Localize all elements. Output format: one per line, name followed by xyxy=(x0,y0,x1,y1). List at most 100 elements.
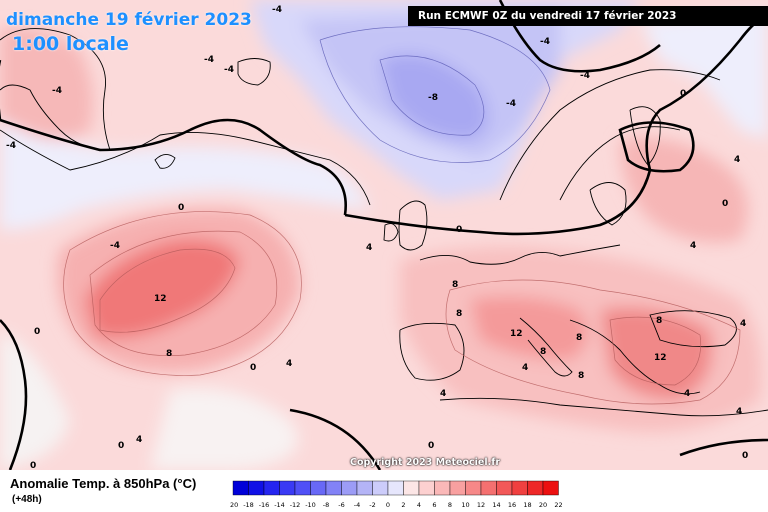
model-run-label: Run ECMWF 0Z du vendredi 17 février 2023 xyxy=(408,6,768,26)
contour-label: -4 xyxy=(272,5,282,15)
contour-label: 8 xyxy=(656,316,662,326)
contour-label: 12 xyxy=(154,294,167,304)
scale-tick-label: 2 xyxy=(401,501,405,509)
scale-swatch xyxy=(372,480,389,496)
contour-label: 4 xyxy=(684,389,690,399)
zero-isoline xyxy=(289,408,382,470)
contour-label: 0 xyxy=(722,199,728,209)
scale-swatch xyxy=(248,480,265,496)
scale-tick-label: -16 xyxy=(259,501,270,509)
scale-tick-label: 14 xyxy=(492,501,500,509)
gulf-bothnia-coast xyxy=(629,106,661,166)
zero-isolines xyxy=(0,0,768,470)
scale-swatch xyxy=(496,480,513,496)
scale-tick-label: 22 xyxy=(554,501,562,509)
contour-label: 0 xyxy=(456,225,462,235)
contour-label: -4 xyxy=(506,99,516,109)
neutral-zone xyxy=(0,330,70,470)
cold-anomaly-core xyxy=(380,54,488,140)
contour-label: -8 xyxy=(428,93,438,103)
copyright-notice: Copyright 2023 Meteociel.fr xyxy=(350,457,501,468)
contour-label: 4 xyxy=(522,363,528,373)
balkan-coast xyxy=(569,319,701,395)
color-scale: -20-18-16-14-12-10-8-6-4-202468101214161… xyxy=(230,480,563,509)
contour-label: 0 xyxy=(34,327,40,337)
zero-isoline xyxy=(618,121,695,173)
scale-swatch xyxy=(310,480,327,496)
italy-coast xyxy=(519,317,573,377)
zero-isoline xyxy=(679,438,768,457)
contour-label: 0 xyxy=(680,89,686,99)
forecast-step: (+48h) xyxy=(12,494,42,505)
contour-label: -4 xyxy=(224,65,234,75)
scale-tick-label: -14 xyxy=(274,501,285,509)
contour-label: -4 xyxy=(204,55,214,65)
zero-isoline xyxy=(498,0,661,73)
scale-swatch xyxy=(418,480,435,496)
forecast-local-time: 1:00 locale xyxy=(12,33,129,55)
warm-anomaly-zone xyxy=(0,27,94,140)
scale-swatch xyxy=(403,480,420,496)
scale-tick-label: -2 xyxy=(369,501,375,509)
scale-tick-label: -10 xyxy=(305,501,316,509)
isoline-minus-4 xyxy=(319,26,551,163)
scale-tick-label: -20 xyxy=(230,501,238,509)
iberia-coast xyxy=(399,322,465,381)
scale-swatch xyxy=(480,480,497,496)
contour-label: 0 xyxy=(742,451,748,461)
contour-label: 8 xyxy=(166,349,172,359)
scale-tick-label: 6 xyxy=(432,501,436,509)
scale-tick-label: 10 xyxy=(461,501,469,509)
scale-swatch xyxy=(387,480,404,496)
zero-isoline xyxy=(0,319,28,470)
scandinavia-coast xyxy=(499,69,721,201)
warm-anomaly-zone xyxy=(620,138,748,243)
scale-tick-label: 16 xyxy=(508,501,516,509)
scale-swatch xyxy=(527,480,544,496)
scale-tick-label: -8 xyxy=(323,501,329,509)
cool-anomaly-zone xyxy=(0,110,370,230)
contour-label: -4 xyxy=(52,86,62,96)
zero-isoline xyxy=(0,118,347,216)
contour-label: -4 xyxy=(540,37,550,47)
scale-swatch xyxy=(356,480,373,496)
contour-label: 4 xyxy=(440,389,446,399)
contour-label: 12 xyxy=(654,353,667,363)
scale-swatch xyxy=(263,480,280,496)
scale-tick-label: -12 xyxy=(290,501,301,509)
newfoundland-coast xyxy=(154,154,176,169)
scale-tick-label: 0 xyxy=(386,501,390,509)
isolines-cold xyxy=(319,26,551,163)
contour-label: 4 xyxy=(690,241,696,251)
isoline-minus-8 xyxy=(379,55,485,136)
contour-label: 0 xyxy=(428,441,434,451)
forecast-date: dimanche 19 février 2023 xyxy=(6,10,252,30)
contour-label: 8 xyxy=(456,309,462,319)
contour-label: 0 xyxy=(178,203,184,213)
scale-swatch xyxy=(449,480,466,496)
contour-label: 8 xyxy=(452,280,458,290)
isoline-8-europe xyxy=(445,279,741,405)
scale-swatch xyxy=(232,480,249,496)
contour-label: 8 xyxy=(578,371,584,381)
scale-tick-label: 20 xyxy=(539,501,547,509)
north-africa-coast xyxy=(439,397,768,417)
scale-tick-label: 4 xyxy=(417,501,421,509)
coastlines xyxy=(0,28,768,417)
scale-swatch xyxy=(434,480,451,496)
scale-swatch xyxy=(279,480,296,496)
scale-tick-label: -4 xyxy=(354,501,360,509)
contour-label: 4 xyxy=(734,155,740,165)
iceland-coast xyxy=(237,58,271,86)
scale-swatch xyxy=(325,480,342,496)
contour-label: 4 xyxy=(740,319,746,329)
contour-label: -4 xyxy=(110,241,120,251)
zero-isoline xyxy=(344,13,768,236)
temperature-anomaly-map: -8 -4 -4 -4 -4 -4 -4 -4 4 8 0 0 0 0 4 4 … xyxy=(0,0,768,470)
contour-label: 0 xyxy=(118,441,124,451)
scandinavia-coast xyxy=(559,126,681,201)
scale-swatch xyxy=(294,480,311,496)
ireland-coast xyxy=(383,223,399,242)
contour-label: -4 xyxy=(6,141,16,151)
